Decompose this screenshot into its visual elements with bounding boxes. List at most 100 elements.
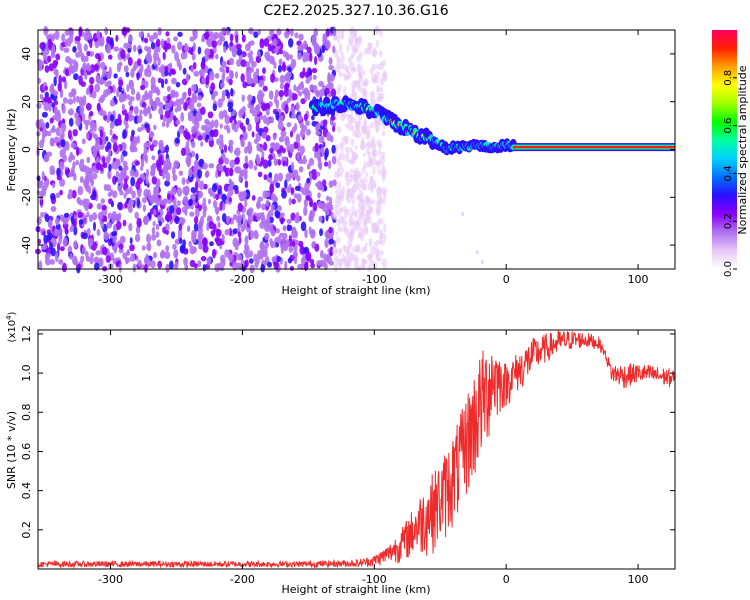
noise-speckle — [229, 159, 236, 169]
y-tick-label: 40 — [20, 47, 33, 61]
noise-speckle — [173, 249, 179, 259]
x-tick-label: 100 — [628, 573, 649, 586]
noise-speckle — [159, 146, 165, 152]
snr-panel: -300 -200 -100 0 100 0.2 0.4 0.6 0.8 1.0 1.2 Heig… — [5, 311, 676, 596]
y-tick-label: 1.2 — [20, 325, 33, 343]
noise-speckle — [346, 262, 350, 268]
noise-speckle — [125, 71, 130, 78]
noise-speckle — [46, 96, 51, 104]
noise-speckle — [144, 263, 148, 273]
noise-speckle — [288, 88, 292, 98]
noise-speckle — [341, 195, 344, 201]
noise-speckle — [88, 185, 92, 195]
noise-speckle — [288, 235, 292, 241]
noise-speckle — [228, 139, 234, 146]
noise-speckle — [242, 131, 248, 141]
noise-speckle — [115, 34, 119, 42]
noise-speckle — [383, 233, 387, 242]
noise-speckle — [225, 66, 230, 74]
noise-speckle — [314, 142, 319, 152]
noise-speckle — [119, 235, 126, 244]
noise-speckle — [354, 144, 358, 150]
noise-speckle — [312, 241, 316, 248]
noise-speckle — [251, 131, 255, 138]
noise-speckle — [346, 68, 350, 74]
noise-speckle — [134, 211, 139, 220]
noise-speckle — [267, 43, 272, 52]
noise-speckle — [258, 79, 264, 88]
noise-speckle — [285, 172, 292, 182]
noise-speckle — [91, 212, 98, 221]
noise-speckle — [177, 41, 183, 51]
noise-speckle — [363, 47, 370, 55]
noise-speckle — [355, 221, 359, 227]
noise-speckle — [158, 108, 164, 115]
noise-speckle — [378, 148, 382, 156]
noise-speckle — [284, 138, 290, 147]
noise-speckle — [248, 159, 254, 170]
noise-speckle — [219, 201, 223, 212]
noise-speckle — [186, 225, 191, 232]
noise-speckle — [103, 231, 109, 241]
noise-speckle — [303, 206, 308, 217]
noise-speckle — [72, 59, 77, 65]
noise-speckle — [255, 68, 260, 76]
noise-speckle — [92, 132, 96, 138]
noise-speckle — [104, 82, 110, 87]
noise-speckle — [40, 50, 46, 56]
noise-speckle — [134, 233, 141, 243]
noise-speckle — [79, 104, 85, 115]
noise-speckle — [350, 230, 353, 236]
noise-speckle — [235, 215, 242, 224]
noise-speckle — [202, 244, 209, 253]
noise-speckle — [137, 58, 142, 66]
noise-speckle — [235, 43, 242, 50]
noise-speckle — [164, 70, 169, 77]
noise-speckle — [166, 161, 172, 171]
noise-speckle — [145, 52, 152, 63]
noise-speckle — [272, 38, 278, 46]
noise-speckle — [355, 213, 358, 219]
noise-speckle — [50, 93, 54, 100]
noise-speckle — [221, 90, 226, 96]
noise-speckle — [335, 231, 339, 237]
noise-speckle — [336, 55, 340, 63]
noise-speckle — [137, 259, 142, 268]
noise-speckle — [376, 139, 382, 146]
noise-speckle — [254, 105, 261, 115]
noise-speckle — [187, 87, 192, 97]
noise-speckle — [188, 167, 193, 178]
noise-speckle — [72, 129, 78, 137]
noise-speckle — [180, 112, 185, 122]
noise-speckle — [130, 140, 135, 149]
spectrogram-marks — [35, 25, 675, 274]
noise-speckle — [61, 33, 66, 42]
noise-speckle — [82, 198, 88, 208]
noise-speckle — [350, 138, 355, 146]
noise-speckle — [249, 230, 255, 240]
colorbar-tick-label: 0.4 — [723, 165, 734, 181]
noise-speckle — [270, 204, 275, 212]
noise-speckle — [148, 112, 153, 120]
noise-speckle — [373, 75, 378, 83]
noise-speckle — [241, 213, 245, 220]
noise-speckle — [379, 218, 384, 225]
noise-speckle — [355, 124, 359, 129]
noise-speckle — [257, 171, 263, 178]
noise-speckle — [369, 122, 375, 129]
noise-speckle — [325, 209, 330, 216]
noise-speckle — [247, 102, 252, 109]
noise-speckle — [43, 102, 50, 112]
noise-speckle — [53, 136, 60, 144]
noise-speckle — [155, 181, 160, 192]
noise-speckle — [191, 84, 197, 92]
noise-speckle — [118, 243, 124, 250]
noise-speckle — [59, 149, 64, 158]
noise-speckle — [279, 115, 284, 122]
noise-speckle — [49, 259, 56, 265]
noise-speckle — [132, 44, 137, 53]
noise-speckle — [227, 101, 234, 109]
noise-speckle — [90, 119, 95, 128]
